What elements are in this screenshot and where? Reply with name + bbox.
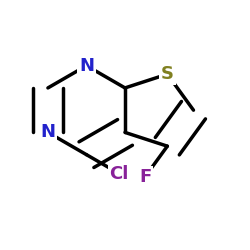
Text: N: N [79,57,94,75]
Text: S: S [161,65,174,83]
Text: F: F [139,168,151,186]
Text: N: N [40,124,56,142]
Text: Cl: Cl [110,164,129,182]
